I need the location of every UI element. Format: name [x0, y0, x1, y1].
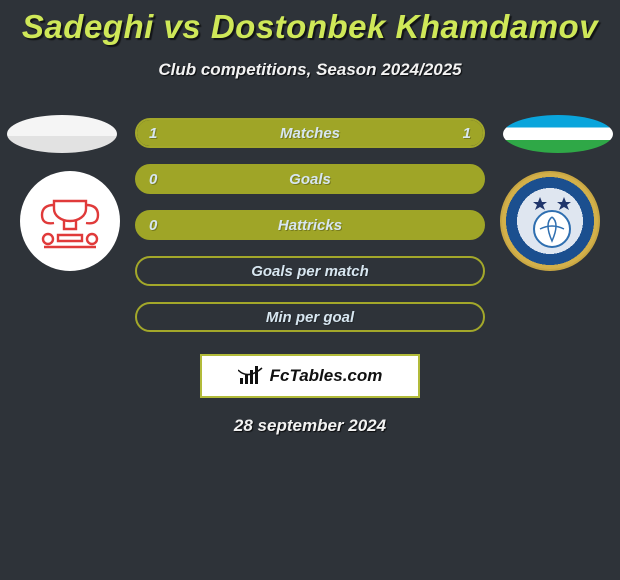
left-flag-icon: [7, 115, 117, 153]
stat-row: 0 Hattricks: [135, 210, 485, 240]
brand-box: FcTables.com: [200, 354, 420, 398]
bars-icon: [238, 366, 264, 386]
pakhtakor-crest-icon: [502, 173, 602, 273]
stat-rows: 1 Matches 1 0 Goals 0 Hattricks Goals per match…: [135, 118, 485, 332]
stat-left-value: 0: [149, 171, 157, 188]
stat-right-value: 1: [463, 125, 471, 142]
stat-left-value: 0: [149, 217, 157, 234]
page-title: Sadeghi vs Dostonbek Khamdamov: [0, 0, 620, 46]
right-flag-icon: [503, 115, 613, 153]
stat-label: Goals per match: [251, 263, 369, 280]
stat-left-value: 1: [149, 125, 157, 142]
stat-row: Goals per match: [135, 256, 485, 286]
date-label: 28 september 2024: [0, 416, 620, 436]
trophy-crest-icon: [34, 191, 106, 251]
stat-label: Hattricks: [278, 217, 342, 234]
brand-text: FcTables.com: [270, 366, 383, 386]
stat-row: Min per goal: [135, 302, 485, 332]
stat-label: Goals: [289, 171, 331, 188]
stat-label: Min per goal: [266, 309, 354, 326]
right-team-logo: [500, 171, 600, 271]
stats-area: 1 Matches 1 0 Goals 0 Hattricks Goals per match…: [0, 118, 620, 436]
left-team-logo: [20, 171, 120, 271]
subtitle: Club competitions, Season 2024/2025: [0, 60, 620, 80]
stat-row: 0 Goals: [135, 164, 485, 194]
stat-label: Matches: [280, 125, 340, 142]
stat-row: 1 Matches 1: [135, 118, 485, 148]
